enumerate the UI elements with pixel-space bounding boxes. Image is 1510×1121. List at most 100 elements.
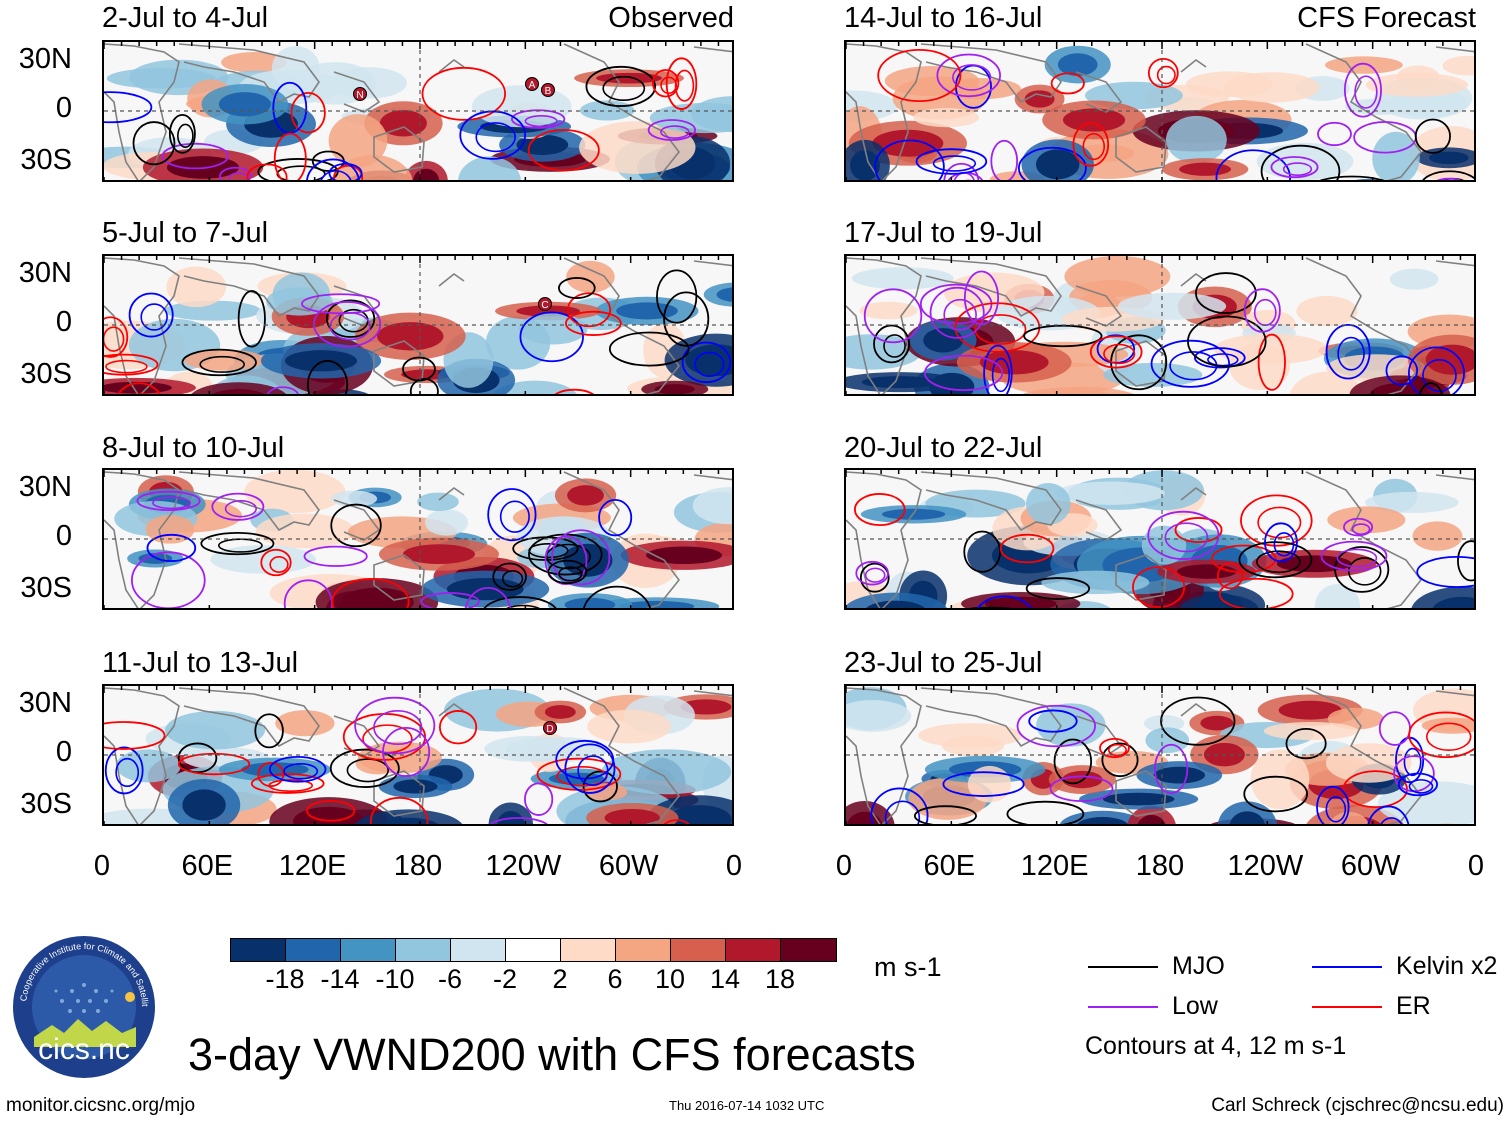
legend-line [1312,1006,1382,1008]
wave-contour [331,578,410,608]
wave-contour [290,91,326,134]
wave-contour [161,142,229,170]
wave-contour [487,488,537,542]
wind-anomaly-blob [1251,549,1377,578]
axis-ticks [846,686,1462,824]
wind-anomaly-blob [221,51,287,73]
colorbar-swatch [506,939,561,961]
wind-anomaly-blob [1064,256,1171,297]
wave-contour [943,162,980,180]
wind-anomaly-blob [354,809,463,824]
wind-anomaly-blob [941,735,1005,757]
colorbar-tick: 6 [607,964,623,994]
wave-contour [140,303,168,331]
wave-contour [963,270,1000,326]
wind-anomaly-blob [1161,158,1249,180]
wave-contour [250,773,325,794]
svg-text:C: C [541,300,548,311]
wave-contour [1320,540,1388,572]
wave-contour [1006,800,1085,824]
wave-contour [313,301,382,348]
wave-contour [598,498,633,537]
wave-contour [506,604,541,608]
wave-contour [932,155,977,172]
wave-contour [963,530,1002,573]
panel-title: 5-Jul to 7-Jul [102,217,269,249]
wave-contour [558,277,596,299]
wave-contour [656,269,698,324]
wave-contour [1325,796,1347,823]
wave-contour [146,533,197,562]
wind-anomaly-blob [315,578,439,608]
wave-contour [582,770,618,803]
wind-anomaly-blob [1014,84,1065,114]
wind-anomaly-blob [166,266,227,308]
wave-contour [420,592,480,608]
wind-anomaly-blob [106,68,216,89]
wave-contour [1416,555,1474,588]
wave-contour [273,132,307,180]
wave-contour [859,562,890,593]
wave-contour [1436,177,1462,180]
wave-contour [1385,355,1419,386]
colorbar-swatch [781,939,836,961]
wave-contour [104,721,166,750]
wave-contour [511,109,566,129]
wind-anomaly-blob [692,487,732,525]
wave-contour [1164,522,1209,553]
wave-contour [1187,315,1267,368]
wave-contour [492,562,527,591]
lon-label: 180 [393,850,443,882]
lon-label: 180 [1135,850,1185,882]
wave-contour [301,293,381,315]
wind-anomaly-blob [1141,525,1187,565]
wave-contour [1023,324,1103,348]
wave-contour [870,787,929,824]
wave-contour [320,170,352,180]
wave-contour [268,755,327,783]
wind-anomaly-blob [1442,56,1474,76]
wind-anomaly-blob [1412,521,1463,551]
wave-contour [1257,333,1286,391]
colorbar-tick: -10 [375,964,415,994]
wave-contour [1053,738,1093,785]
footer-url[interactable]: monitor.cicsnc.org/mjo [6,1095,196,1116]
wave-contour [475,122,516,153]
wave-contour [224,500,257,518]
colorbar [230,938,837,962]
wave-contour [199,355,246,373]
wave-contour [1025,577,1091,600]
wave-contour [1072,122,1110,167]
wave-contour [303,545,368,567]
colorbar-tick: -14 [320,964,360,994]
wind-anomaly-blob [1136,761,1223,790]
wave-contour [132,121,176,166]
wind-anomaly-blob [1217,801,1277,824]
wave-contour [565,310,622,336]
storm-marker: C [538,297,552,311]
lon-label: 60W [598,850,659,882]
wave-contour [663,819,690,824]
wave-contour [968,606,1012,608]
wave-contour [1160,696,1236,746]
footer-timestamp: Thu 2016-07-14 1032 UTC [669,1098,825,1113]
wave-contour [104,353,159,376]
wave-contour [864,567,886,583]
wave-contour [1147,57,1179,89]
colorbar-swatch [231,939,286,961]
storm-marker: D [543,721,557,735]
wave-contour [254,713,284,749]
wind-anomaly-blob [1263,721,1359,741]
wave-contour [177,752,251,776]
wave-contour [923,354,1004,392]
wave-contour [519,311,584,363]
wave-contour [1174,517,1223,543]
wave-contour [464,586,512,608]
legend-line [1312,966,1382,968]
wind-anomaly-blob [255,513,355,549]
wind-anomaly-blob [165,710,266,750]
wave-contour [1028,709,1078,733]
axis-ticks [104,42,720,180]
storm-marker: B [541,83,555,97]
wave-contour [647,119,697,141]
